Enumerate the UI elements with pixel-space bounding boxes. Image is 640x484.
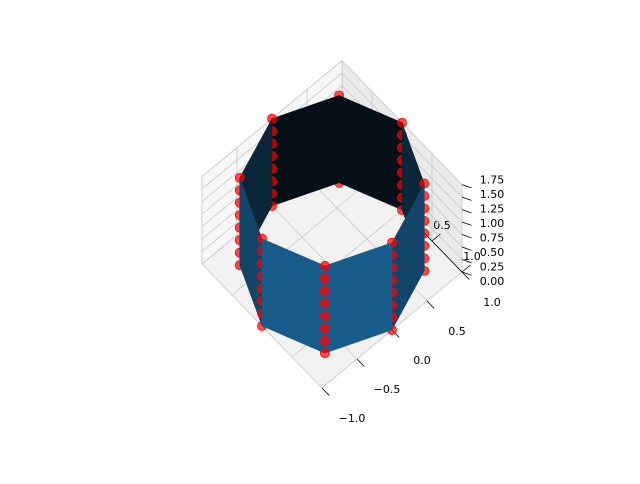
point [319,335,330,346]
tick-mark [461,271,472,276]
y-tick-label: −1.0 [339,412,366,425]
z-tick-label: 1.50 [480,188,505,201]
z-tick-label: 1.25 [480,203,505,216]
z-tick-label: 0.75 [480,232,505,245]
point [319,310,330,321]
tick-mark [461,209,472,214]
point [319,260,330,271]
tick-mark [461,246,472,251]
tick-mark [426,300,435,309]
z-tick-label: 0.25 [480,261,505,274]
point [319,348,330,359]
z-tick-label: 0.00 [480,275,505,288]
point [319,298,330,309]
y-tick-label: 0.5 [448,325,466,338]
tick-mark [356,358,365,367]
tick-mark [461,196,472,201]
tick-mark [461,271,470,280]
y-tick-label: −0.5 [374,383,401,396]
tick-mark [461,221,472,226]
tick-mark [461,259,472,264]
x-tick-label: 1.0 [463,250,481,263]
z-tick-label: 1.75 [480,174,505,187]
point [319,273,330,284]
point [319,323,330,334]
y-tick-label: 0.0 [413,354,431,367]
z-tick-label: 0.50 [480,246,505,259]
tick-mark [461,184,472,189]
tick-mark [321,387,330,396]
z-tick-label: 1.00 [480,217,505,230]
tick-mark [461,264,471,273]
point [319,285,330,296]
tick-mark [461,234,472,239]
y-tick-label: 1.0 [483,296,501,309]
